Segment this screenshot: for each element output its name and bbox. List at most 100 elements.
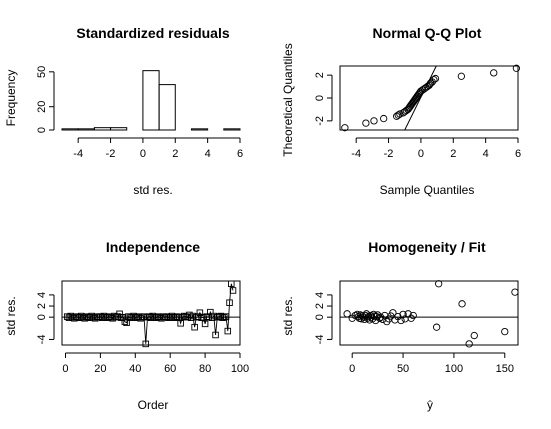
indep-point (191, 323, 198, 331)
homog-y-tick-label: 4 (314, 292, 326, 298)
homog-ylabel: std res. (281, 296, 295, 335)
homog-point (501, 327, 509, 336)
hist-x-tick-label: -4 (73, 148, 83, 160)
hist-x-axis: -4 -2 0 2 4 6 (73, 137, 243, 160)
qq-y-tick-label: 0 (314, 95, 326, 101)
homog-xlabel: ŷ (427, 398, 433, 412)
homog-y-tick-label: -4 (314, 335, 326, 345)
indep-panel: Independence Order std res. 0 20 40 60 80 100… (4, 239, 249, 412)
homog-point (432, 323, 441, 331)
qq-x-tick-label: 6 (515, 148, 521, 160)
homog-plot-box (339, 280, 519, 346)
hist-bar (190, 128, 209, 131)
hist-y-tick-label: 0 (36, 127, 48, 133)
indep-point (137, 315, 144, 322)
hist-x-tick-label: 0 (140, 148, 146, 160)
qq-panel: Normal Q-Q Plot Sample Quantiles Theoret… (281, 25, 521, 197)
hist-title: Standardized residuals (76, 25, 229, 41)
homog-y-axis: -4 0 2 4 (314, 292, 333, 345)
indep-point (201, 320, 209, 328)
indep-x-tick-label: 60 (164, 363, 176, 375)
hist-bar (142, 70, 160, 131)
hist-x-tick-label: 4 (205, 148, 211, 160)
homog-y-tick-label: 2 (314, 303, 326, 309)
indep-y-tick-label: -4 (36, 335, 48, 345)
indep-x-tick-label: 80 (199, 363, 211, 375)
homog-point (399, 310, 407, 319)
indep-point (121, 318, 129, 325)
hist-bar (93, 127, 112, 131)
indep-point (219, 314, 226, 321)
homog-point (409, 311, 417, 320)
qq-x-tick-label: -2 (384, 148, 394, 160)
indep-point (118, 314, 125, 321)
homog-point (458, 300, 466, 308)
homog-point (377, 313, 385, 321)
hist-x-tick-label: 2 (172, 148, 178, 160)
indep-y-tick-label: 4 (36, 292, 48, 298)
indep-ylabel: std res. (4, 296, 18, 335)
indep-point (172, 313, 179, 321)
homog-point (465, 340, 473, 348)
homog-x-tick-label: 150 (496, 363, 514, 375)
homog-point (470, 331, 478, 340)
qq-point (431, 74, 440, 83)
qq-point (370, 117, 378, 125)
qq-point (394, 111, 402, 119)
indep-point (229, 287, 237, 294)
indep-x-tick-label: 20 (94, 363, 106, 375)
hist-bar (77, 128, 95, 131)
hist-ylabel: Frequency (4, 70, 18, 127)
homog-point (381, 311, 389, 320)
indep-point (228, 280, 235, 288)
homog-panel: Homogeneity / Fit ŷ std res. 0 50 100 150 -… (281, 239, 519, 412)
qq-y-tick-label: 2 (314, 72, 326, 78)
hist-xlabel: std res. (133, 183, 172, 197)
homog-x-tick-label: 100 (445, 363, 463, 375)
indep-point (221, 313, 228, 321)
indep-y-tick-label: 0 (36, 314, 48, 320)
indep-xlabel: Order (138, 398, 169, 412)
qq-point (457, 72, 466, 80)
qq-point (430, 76, 438, 84)
qq-point (380, 114, 388, 123)
indep-point (123, 319, 130, 326)
indep-point (212, 331, 219, 339)
indep-point (226, 299, 233, 306)
hist-bar (223, 128, 241, 131)
hist-bar (110, 127, 128, 131)
qq-points (341, 64, 521, 132)
hist-bar (158, 84, 176, 131)
qq-x-tick-label: 0 (418, 148, 424, 160)
qq-plot-box (339, 65, 519, 131)
qq-point (396, 110, 404, 118)
hist-y-tick-label: 50 (36, 66, 48, 78)
indep-x-tick-label: 40 (129, 363, 141, 375)
hist-y-tick-label: 20 (36, 101, 48, 113)
homog-title: Homogeneity / Fit (368, 239, 486, 255)
qq-y-axis: -2 0 2 (314, 72, 333, 126)
indep-x-tick-label: 100 (231, 363, 249, 375)
indep-plot-box (61, 280, 241, 346)
qq-x-tick-label: 4 (483, 148, 489, 160)
indep-y-tick-label: 2 (36, 303, 48, 309)
hist-bar (61, 128, 79, 131)
hist-x-tick-label: 6 (237, 148, 243, 160)
indep-point (142, 340, 150, 348)
indep-point (222, 313, 230, 320)
indep-x-axis: 0 20 40 60 80 100 (62, 352, 249, 375)
qq-point (426, 80, 434, 88)
hist-x-tick-label: -2 (106, 148, 116, 160)
indep-point (116, 310, 123, 318)
homog-point (343, 310, 351, 318)
qq-x-tick-label: 2 (450, 148, 456, 160)
qq-x-tick-label: -4 (351, 148, 361, 160)
qq-point (362, 119, 370, 127)
qq-point (341, 124, 349, 132)
qq-title: Normal Q-Q Plot (373, 25, 482, 41)
homog-point (389, 309, 397, 317)
qq-x-axis: -4 -2 0 2 4 6 (351, 137, 521, 160)
indep-point (196, 309, 204, 316)
indep-series (63, 280, 237, 348)
